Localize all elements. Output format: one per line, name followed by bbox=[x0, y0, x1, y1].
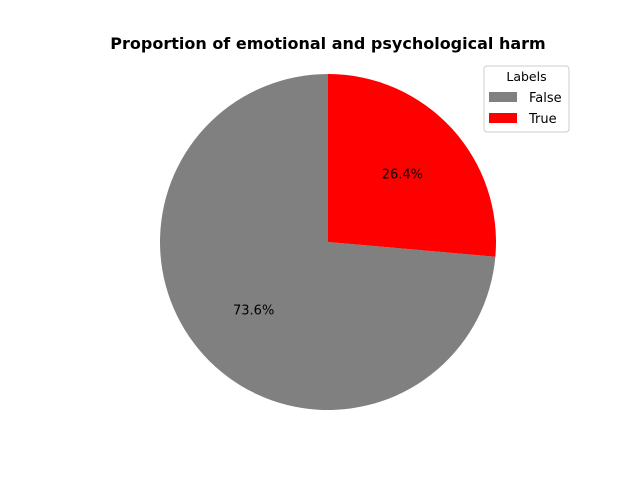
pie-slice-false bbox=[159, 74, 496, 410]
legend: Labels False True bbox=[483, 65, 570, 133]
pie-slices bbox=[159, 74, 496, 410]
legend-entry-true: True bbox=[489, 112, 557, 127]
pie-percent-label-true: 26.4% bbox=[382, 167, 423, 182]
legend-swatch-true bbox=[489, 113, 517, 123]
legend-entry-false: False bbox=[489, 91, 562, 106]
chart-title: Proportion of emotional and psychologica… bbox=[110, 34, 545, 53]
pie-percent-labels: 73.6% 26.4% bbox=[233, 167, 423, 318]
legend-swatch-false bbox=[489, 92, 517, 102]
legend-label-true: True bbox=[528, 112, 557, 127]
legend-entries: False True bbox=[489, 91, 562, 127]
pie-percent-label-false: 73.6% bbox=[233, 304, 274, 319]
legend-title: Labels bbox=[506, 69, 546, 84]
legend-label-false: False bbox=[529, 91, 562, 106]
pie-slice-true bbox=[328, 74, 496, 257]
